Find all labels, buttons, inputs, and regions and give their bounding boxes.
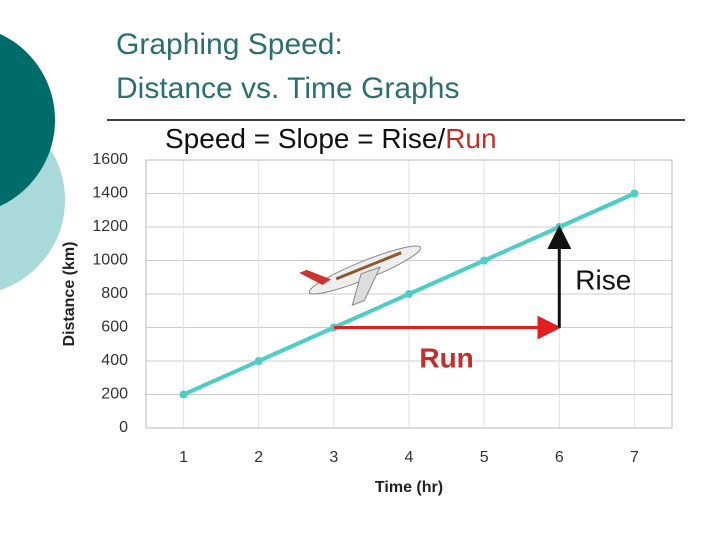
y-tick-label: 1000 — [92, 252, 128, 269]
y-tick-label: 400 — [101, 352, 128, 369]
run-label: Run — [419, 342, 473, 373]
airplane — [299, 245, 422, 307]
y-axis-label: Distance (km) — [61, 242, 78, 347]
x-tick-label: 5 — [480, 449, 489, 466]
x-tick-label: 4 — [405, 449, 414, 466]
y-tick-label: 1400 — [92, 185, 128, 202]
title-line-2: Distance vs. Time Graphs — [116, 72, 459, 105]
data-point — [254, 357, 263, 365]
y-tick-label: 800 — [101, 285, 128, 302]
x-tick-label: 7 — [630, 449, 639, 466]
plot-frame — [145, 159, 673, 429]
x-tick-label: 2 — [254, 449, 263, 466]
y-tick-label: 1200 — [92, 218, 128, 235]
y-tick-label: 600 — [101, 319, 128, 336]
data-point — [555, 223, 564, 231]
x-tick-label: 6 — [555, 449, 564, 466]
x-axis-label: Time (hr) — [375, 479, 443, 496]
data-point — [179, 390, 188, 399]
data-point — [405, 290, 413, 298]
y-tick-label: 0 — [119, 419, 128, 436]
data-point — [480, 256, 489, 265]
plot: 0 200 400 600 800 1000 1200 1400 1600 1 2 3 4 5 6 7 — [92, 151, 673, 466]
title-line-1: Graphing Speed: — [116, 28, 343, 61]
subtitle-text: Speed = Slope = Rise/ — [165, 123, 445, 154]
y-tick-label: 1600 — [92, 151, 128, 168]
x-tick-label: 1 — [179, 449, 188, 466]
data-point — [630, 189, 639, 198]
rise-label: Rise — [575, 264, 631, 295]
y-tick-label: 200 — [101, 386, 128, 403]
subtitle: Speed = Slope = Rise/Run — [165, 123, 497, 154]
subtitle-run: Run — [445, 123, 496, 154]
decor-circle-dark — [0, 33, 55, 207]
x-tick-label: 3 — [329, 449, 338, 466]
